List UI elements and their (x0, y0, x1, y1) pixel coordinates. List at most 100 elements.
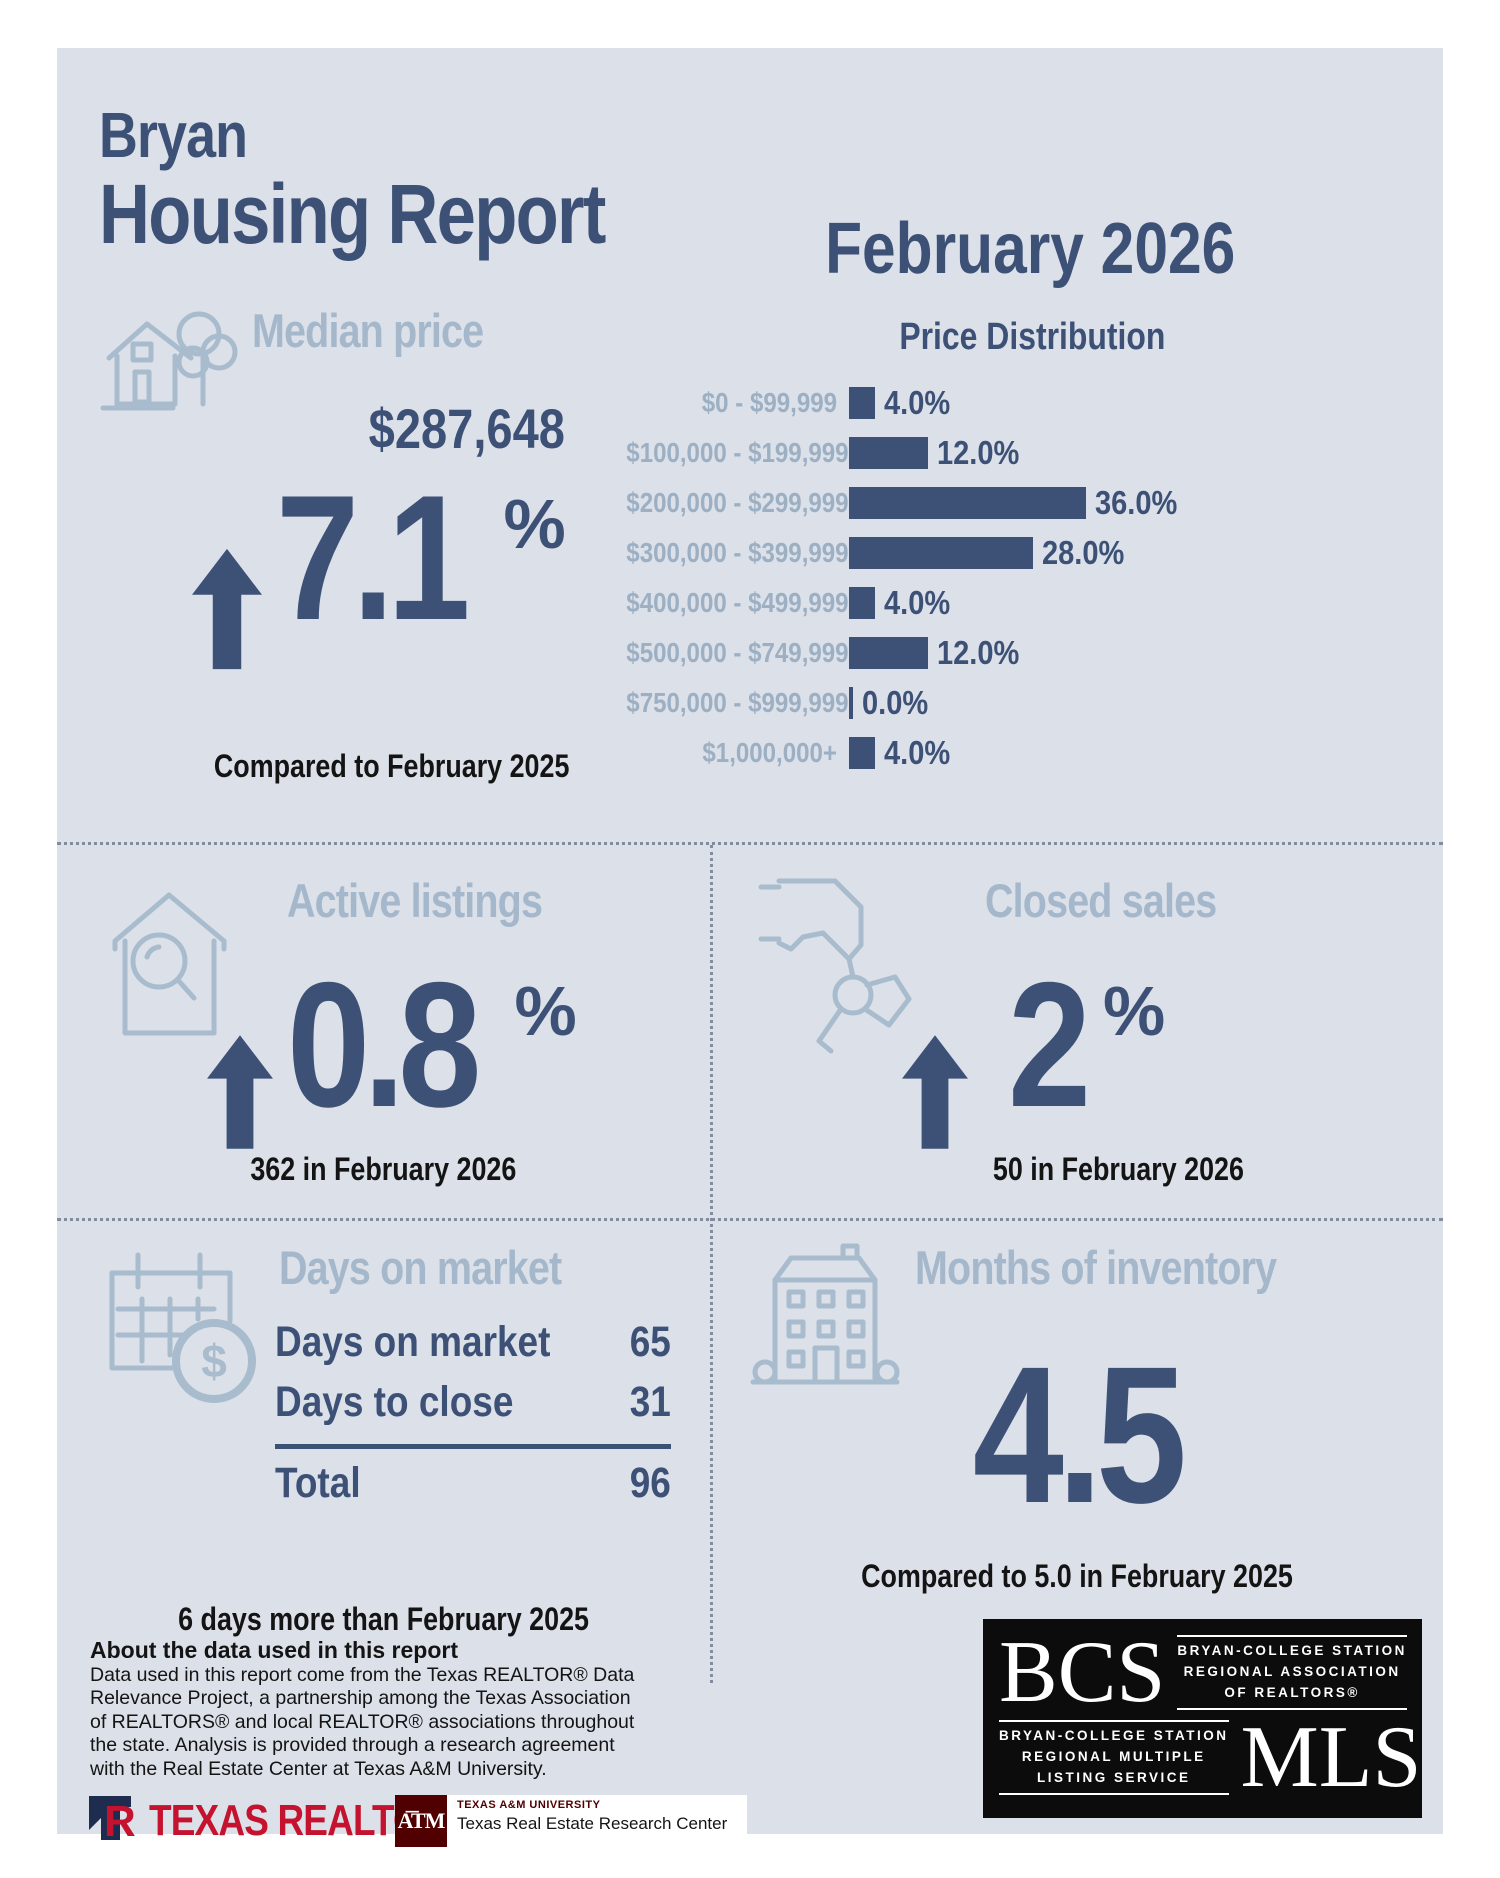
median-price-change-value: 7.1 (276, 458, 470, 657)
mls-letters: MLS (1240, 1708, 1422, 1806)
house-search-icon (97, 883, 242, 1048)
chart-row: $300,000 - $399,999 28.0% (592, 528, 1422, 578)
chart-row: $400,000 - $499,999 4.0% (592, 578, 1422, 628)
median-price-heading: Median price (252, 304, 484, 357)
days-on-market-heading: Days on market (279, 1241, 562, 1294)
months-of-inventory-value: 4.5 (972, 1326, 1187, 1544)
chart-bar (849, 587, 875, 619)
chart-value-label: 28.0% (1042, 534, 1125, 571)
closed-sales-change-unit: % (1103, 972, 1166, 1050)
svg-text:$: $ (201, 1335, 227, 1387)
mls-service-row: BRYAN-COLLEGE STATION REGIONAL MULTIPLE … (999, 1713, 1421, 1801)
horizontal-divider-top (57, 842, 1443, 845)
bcs-association-lines: BRYAN-COLLEGE STATION REGIONAL ASSOCIATI… (1177, 1631, 1407, 1714)
up-arrow-icon (207, 1035, 273, 1154)
active-listings-change: 0.8 % (207, 945, 577, 1154)
bcs-letters: BCS (999, 1623, 1166, 1721)
chart-category-label: $100,000 - $199,999 (626, 437, 849, 468)
divider-line (1177, 1635, 1407, 1637)
chart-value-label: 0.0% (862, 684, 929, 721)
hand-keys-icon (757, 873, 917, 1068)
months-of-inventory-compare-note: Compared to 5.0 in February 2025 (860, 1558, 1293, 1594)
divider-line (999, 1792, 1229, 1795)
chart-value-label: 36.0% (1095, 484, 1178, 521)
chart-row: $750,000 - $999,999 0.0% (592, 678, 1422, 728)
texas-realtors-mark-icon: R (87, 1792, 139, 1849)
chart-row: $200,000 - $299,999 36.0% (592, 478, 1422, 528)
median-price-value: $287,648 (368, 397, 566, 460)
median-price-change: 7.1 % (192, 458, 566, 675)
price-distribution-title: Price Distribution (898, 316, 1166, 358)
chart-bar (849, 387, 875, 419)
closed-sales-compare-note: 50 in February 2026 (992, 1151, 1244, 1187)
chart-category-label: $0 - $99,999 (701, 387, 837, 418)
tamu-university-label: TEXAS A&M UNIVERSITY (457, 1799, 601, 1811)
price-distribution-chart: $0 - $99,999 4.0% $100,000 - $199,999 12.0%… (592, 378, 1422, 778)
chart-category-label: $400,000 - $499,999 (626, 587, 849, 618)
service-line: REGIONAL MULTIPLE (1021, 1748, 1206, 1764)
chart-row: $100,000 - $199,999 12.0% (592, 428, 1422, 478)
service-line: BRYAN-COLLEGE STATION (999, 1727, 1229, 1743)
chart-bar (849, 537, 1033, 569)
active-listings-heading: Active listings (287, 874, 543, 927)
mls-service-lines: BRYAN-COLLEGE STATION REGIONAL MULTIPLE … (999, 1716, 1229, 1799)
about-body: Data used in this report come from the T… (90, 1664, 635, 1780)
median-price-change-unit: % (503, 485, 566, 563)
table-row: Days on market 65 (275, 1318, 671, 1378)
report-period: February 2026 (824, 209, 1236, 289)
tamu-research-center-logo: A͞TM TEXAS A&M UNIVERSITY Texas Real Est… (395, 1795, 747, 1847)
vertical-divider (710, 845, 713, 1683)
chart-value-label: 4.0% (884, 384, 951, 421)
association-line: REGIONAL ASSOCIATION (1183, 1663, 1401, 1679)
svg-text:R: R (104, 1797, 136, 1844)
up-arrow-icon (902, 1035, 968, 1154)
median-price-compare-note: Compared to February 2025 (214, 748, 570, 784)
chart-value-label: 12.0% (937, 634, 1020, 671)
horizontal-divider-bottom (57, 1218, 1443, 1221)
chart-row: $0 - $99,999 4.0% (592, 378, 1422, 428)
divider-line (999, 1719, 1229, 1722)
closed-sales-heading: Closed sales (985, 874, 1217, 927)
up-arrow-icon (192, 548, 262, 675)
months-of-inventory-heading: Months of inventory (915, 1241, 1277, 1294)
chart-bar (849, 637, 928, 669)
table-total-rule (275, 1444, 671, 1449)
chart-value-label: 12.0% (937, 434, 1020, 471)
bcs-association-row: BCS BRYAN-COLLEGE STATION REGIONAL ASSOC… (999, 1623, 1407, 1721)
row-label: Days to close (275, 1378, 514, 1426)
closed-sales-change: 2 % (902, 945, 1166, 1154)
tamu-center-label: Texas Real Estate Research Center (457, 1814, 728, 1833)
row-value: 65 (629, 1318, 671, 1366)
calendar-dollar-icon: $ (102, 1243, 272, 1413)
chart-value-label: 4.0% (884, 584, 951, 621)
chart-value-label: 4.0% (884, 734, 951, 771)
closed-sales-change-value: 2 (1008, 945, 1091, 1144)
days-on-market-table: Days on market 65 Days to close 31 Total… (275, 1318, 671, 1519)
table-row: Days to close 31 (275, 1378, 671, 1438)
association-line: BRYAN-COLLEGE STATION (1177, 1643, 1407, 1658)
service-line: LISTING SERVICE (1036, 1769, 1191, 1785)
association-line: OF REALTORS® (1224, 1684, 1360, 1700)
row-label: Days on market (275, 1318, 551, 1366)
chart-bar (849, 737, 875, 769)
tamu-text-box: TEXAS A&M UNIVERSITY Texas Real Estate R… (447, 1795, 747, 1847)
table-total-row: Total 96 (275, 1459, 671, 1519)
divider-line (1177, 1707, 1407, 1710)
days-on-market-compare-note: 6 days more than February 2025 (178, 1601, 589, 1637)
chart-category-label: $750,000 - $999,999 (626, 687, 849, 718)
report-panel: Bryan Housing Report February 2026 Media… (57, 48, 1443, 1847)
chart-bar (849, 437, 928, 469)
row-value: 31 (629, 1378, 671, 1426)
chart-row: $500,000 - $749,999 12.0% (592, 628, 1422, 678)
chart-category-label: $500,000 - $749,999 (626, 637, 849, 668)
about-heading: About the data used in this report (90, 1637, 459, 1663)
report-title: Housing Report (99, 167, 606, 261)
chart-bar (849, 487, 1086, 519)
active-listings-change-unit: % (514, 972, 577, 1050)
active-listings-compare-note: 362 in February 2026 (250, 1151, 517, 1187)
total-label: Total (275, 1459, 361, 1507)
city-title: Bryan (99, 99, 248, 171)
active-listings-change-value: 0.8 (287, 945, 481, 1144)
chart-row: $1,000,000+ 4.0% (592, 728, 1422, 778)
